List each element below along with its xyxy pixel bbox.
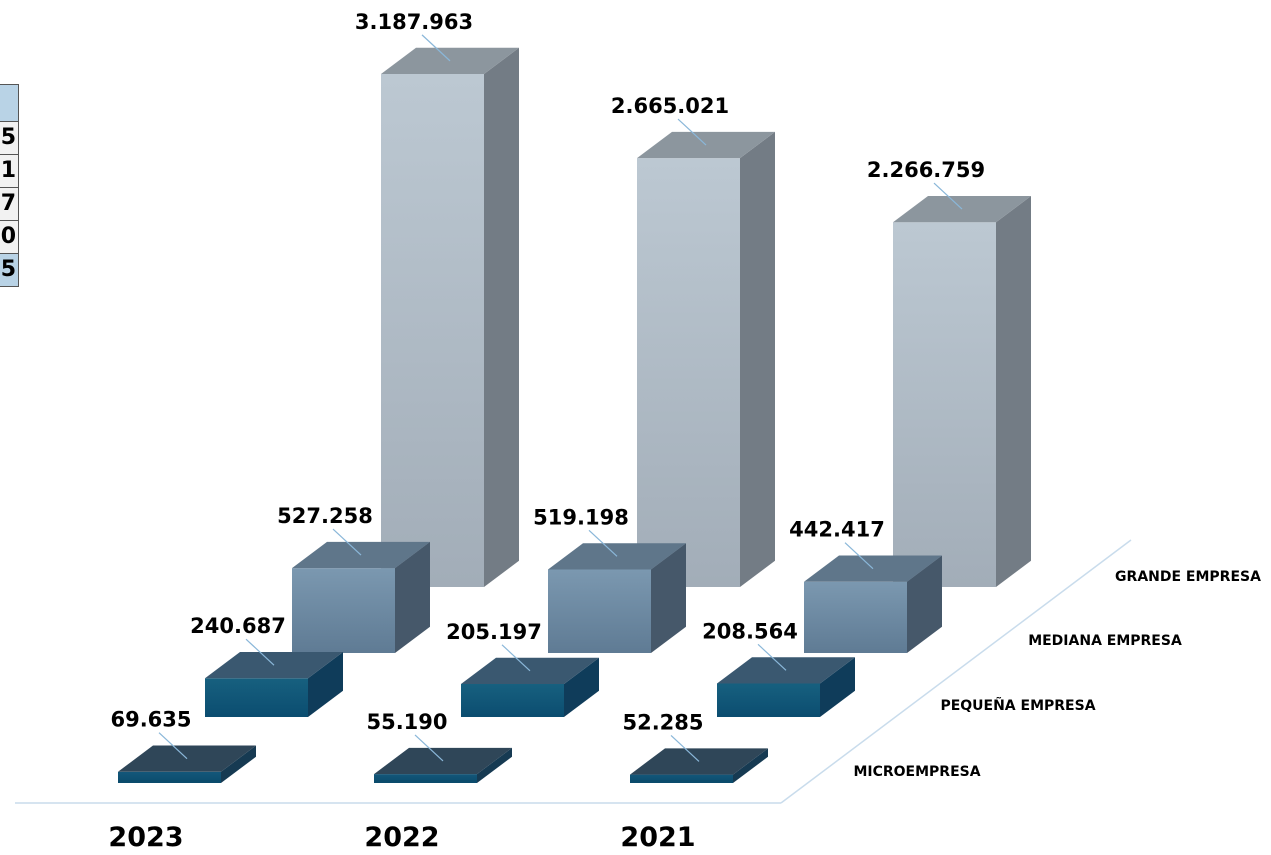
bar-front	[118, 771, 221, 783]
bar-side	[308, 652, 343, 717]
label-leader	[588, 529, 618, 557]
bar-pequeña-empresa-2022	[461, 657, 599, 717]
bar-front	[893, 222, 996, 587]
bar-base	[374, 780, 477, 783]
bar-base	[804, 650, 907, 653]
value-label: 2.665.021	[611, 94, 729, 118]
label-leader	[677, 118, 707, 146]
left-table-row: 5	[0, 253, 19, 287]
bar-front	[205, 678, 308, 717]
bar-front	[637, 158, 740, 587]
left-table-row: 1	[0, 154, 19, 188]
bar-side	[733, 748, 768, 783]
left-table-cell: 0	[0, 220, 19, 254]
value-label: 2.266.759	[867, 158, 985, 182]
year-label: 2021	[620, 822, 695, 851]
left-table-row: 5	[0, 121, 19, 155]
bar-front	[374, 774, 477, 783]
bar-front	[804, 581, 907, 653]
bar-base	[461, 714, 564, 717]
bar-base	[381, 584, 484, 587]
left-table-row: 0	[0, 220, 19, 254]
left-table-cell	[0, 84, 19, 122]
floor-depth-line	[780, 539, 1132, 804]
value-label: 69.635	[110, 708, 191, 732]
series-label: PEQUEÑA EMPRESA	[940, 697, 1095, 714]
left-table-row: 7	[0, 187, 19, 221]
label-leader	[757, 643, 787, 671]
label-leader	[414, 734, 444, 762]
bar-base	[717, 714, 820, 717]
value-label: 205.197	[446, 620, 542, 644]
bar-side	[564, 657, 599, 717]
value-label: 527.258	[277, 504, 373, 528]
bar-mediana-empresa-2022	[548, 543, 686, 653]
label-leader	[245, 638, 275, 666]
left-table-cell: 7	[0, 187, 19, 221]
labels-layer: 2.266.759 2.665.021 3.187.963 442.417 519.19…	[108, 10, 1261, 853]
bar-microempresa-2022	[374, 747, 512, 783]
label-leader	[421, 34, 451, 62]
bar-pequeña-empresa-2021	[717, 657, 855, 717]
value-label: 52.285	[622, 710, 703, 734]
bar-base	[118, 780, 221, 783]
bar-side	[484, 47, 519, 587]
year-label: 2022	[364, 822, 439, 851]
bar-side	[221, 745, 256, 783]
bar-front	[548, 569, 651, 653]
label-leader	[158, 732, 188, 760]
bar-grande-empresa-2023	[381, 47, 519, 587]
left-table-row	[0, 84, 19, 122]
bar-grande-empresa-2022	[637, 131, 775, 587]
bar-front	[381, 74, 484, 587]
bar-side	[477, 747, 512, 783]
bar-front	[292, 568, 395, 653]
series-label: GRANDE EMPRESA	[1115, 569, 1261, 585]
bar-base	[637, 584, 740, 587]
chart-floor	[15, 539, 1132, 804]
value-label: 208.564	[702, 619, 798, 643]
bar-base	[292, 650, 395, 653]
bar-microempresa-2023	[118, 745, 256, 783]
bar-base	[548, 650, 651, 653]
value-label: 442.417	[789, 518, 885, 542]
bar-base	[205, 714, 308, 717]
label-leader	[670, 735, 700, 762]
bar-side	[395, 541, 430, 653]
label-leader	[844, 542, 874, 570]
value-label: 240.687	[190, 614, 286, 638]
series-label: MICROEMPRESA	[853, 764, 980, 780]
label-leader	[933, 182, 963, 210]
left-table-cell: 5	[0, 253, 19, 287]
label-leader	[332, 528, 362, 556]
bar-base	[630, 780, 733, 783]
left-table-cell: 1	[0, 154, 19, 188]
bar-side	[996, 195, 1031, 587]
bars-layer	[118, 47, 1031, 783]
bar-mediana-empresa-2021	[804, 555, 942, 653]
bar-grande-empresa-2021	[893, 195, 1031, 587]
label-leader	[501, 644, 531, 672]
bar-base	[893, 584, 996, 587]
left-table-cell: 5	[0, 121, 19, 155]
bar-side	[740, 131, 775, 587]
bar-front	[717, 683, 820, 717]
bar-pequeña-empresa-2023	[205, 652, 343, 717]
value-label: 55.190	[366, 710, 447, 734]
bar-microempresa-2021	[630, 748, 768, 783]
bar-mediana-empresa-2023	[292, 541, 430, 653]
bar-front	[630, 774, 733, 783]
series-label: MEDIANA EMPRESA	[1028, 633, 1182, 649]
bar-side	[820, 657, 855, 717]
bar-front	[461, 683, 564, 717]
bar-side	[907, 555, 942, 653]
value-label: 519.198	[533, 505, 629, 529]
value-label: 3.187.963	[355, 10, 473, 34]
bar-side	[651, 543, 686, 653]
year-label: 2023	[108, 822, 183, 851]
